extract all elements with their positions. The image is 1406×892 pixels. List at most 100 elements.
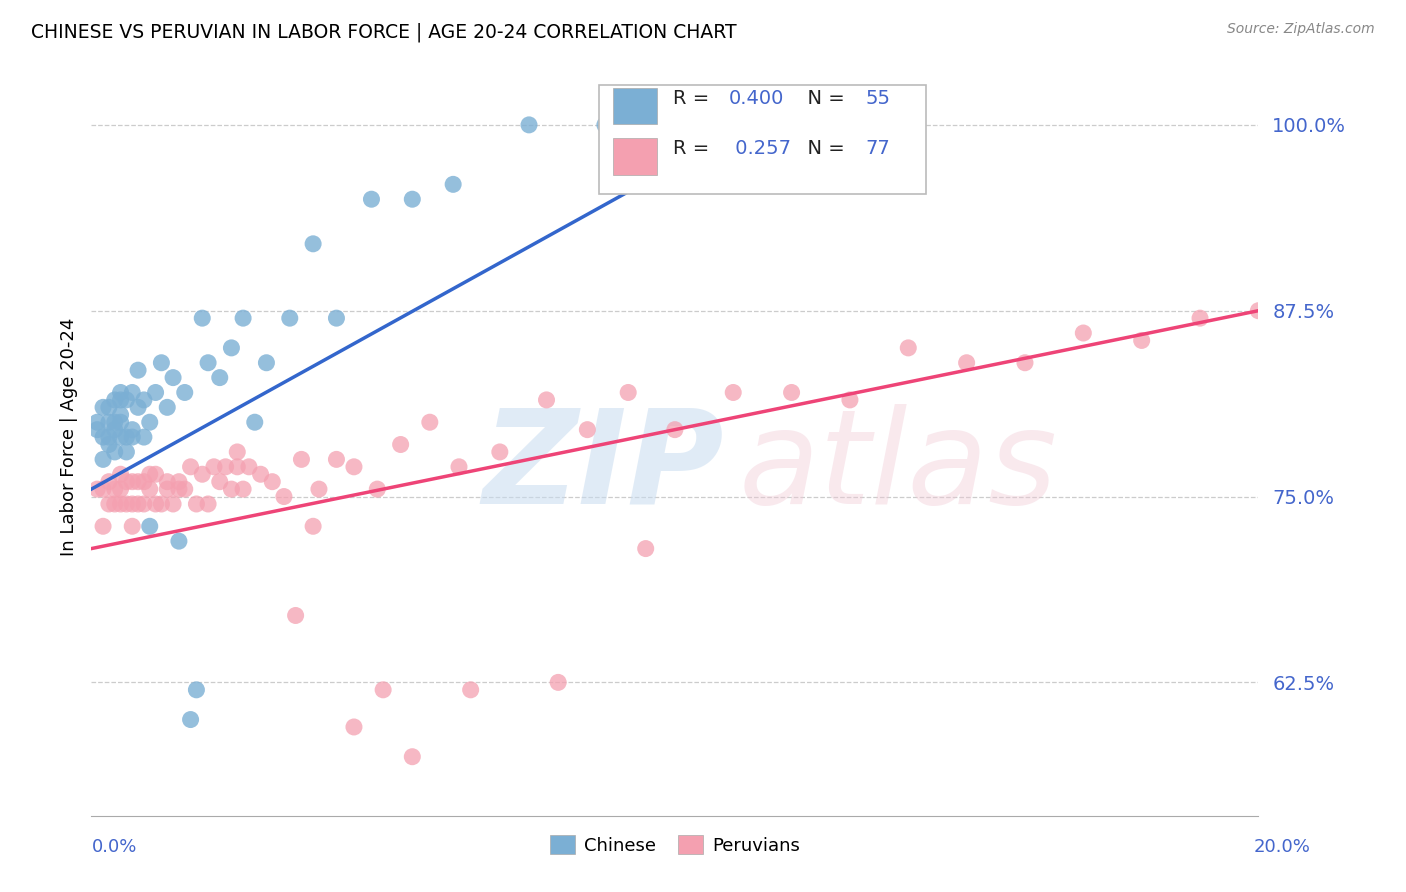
Text: R =: R = (672, 88, 716, 108)
Point (121, 497, 143, 511)
Point (226, 445, 249, 459)
Point (302, 236, 325, 251)
Point (278, 311, 301, 326)
Point (208, 475, 231, 489)
Point (91, 519, 114, 533)
Legend: Chinese, Peruvians: Chinese, Peruvians (543, 828, 807, 862)
Point (115, 497, 138, 511)
Point (232, 482, 254, 496)
Point (156, 401, 179, 415)
Point (110, 415, 132, 429)
Point (91, 401, 114, 415)
Point (366, 482, 388, 496)
Point (1073, 326, 1095, 340)
Point (97, 415, 120, 429)
Point (121, 385, 143, 400)
Point (138, 415, 162, 429)
Point (1130, 334, 1153, 348)
Point (156, 475, 179, 489)
Point (1014, 356, 1036, 370)
Point (127, 475, 149, 489)
Point (634, 541, 657, 556)
Point (284, 608, 307, 623)
Point (360, 192, 382, 206)
Point (441, 178, 464, 192)
Point (389, 437, 412, 451)
Point (325, 311, 347, 326)
Point (150, 497, 173, 511)
Point (1189, 311, 1212, 326)
Point (419, 415, 441, 429)
Point (273, 490, 295, 504)
Text: 0.0%: 0.0% (91, 838, 136, 856)
Point (897, 341, 920, 355)
Point (243, 415, 266, 429)
Point (121, 423, 143, 437)
Point (232, 311, 254, 326)
Point (186, 682, 208, 697)
Point (104, 497, 127, 511)
Point (127, 401, 149, 415)
Point (262, 475, 284, 489)
Point (104, 392, 127, 407)
Point (173, 385, 195, 400)
Point (132, 475, 155, 489)
Point (576, 423, 599, 437)
Point (115, 392, 138, 407)
Point (460, 682, 482, 697)
Point (593, 118, 616, 132)
Point (664, 423, 686, 437)
Point (197, 497, 219, 511)
Text: 0.257: 0.257 (728, 139, 790, 159)
Point (97, 497, 120, 511)
Point (86, 423, 108, 437)
Text: ZIP: ZIP (482, 404, 724, 531)
Point (652, 118, 675, 132)
Point (547, 675, 569, 690)
Point (110, 467, 132, 482)
Point (214, 459, 236, 474)
Text: N =: N = (794, 139, 851, 159)
Text: atlas: atlas (740, 404, 1057, 531)
Text: N =: N = (794, 88, 851, 108)
Point (221, 482, 243, 496)
Point (186, 497, 208, 511)
Point (167, 482, 190, 496)
Bar (613, 87, 658, 124)
Point (110, 430, 132, 444)
Point (838, 392, 860, 407)
Point (91, 430, 114, 444)
Point (536, 392, 558, 407)
Text: 55: 55 (865, 88, 890, 108)
Point (447, 459, 470, 474)
Point (132, 430, 155, 444)
Point (156, 482, 179, 496)
Point (517, 118, 540, 132)
Point (162, 497, 184, 511)
Point (132, 497, 155, 511)
Point (97, 437, 120, 451)
Point (121, 475, 143, 489)
Point (191, 311, 214, 326)
Point (162, 370, 184, 384)
Point (191, 467, 214, 482)
Point (343, 459, 366, 474)
Point (138, 467, 162, 482)
Text: 20.0%: 20.0% (1254, 838, 1310, 856)
Point (723, 385, 745, 400)
Point (780, 385, 803, 400)
Point (226, 459, 249, 474)
Text: 0.400: 0.400 (728, 88, 785, 108)
Point (249, 467, 271, 482)
Point (343, 720, 366, 734)
Point (91, 482, 114, 496)
FancyBboxPatch shape (599, 85, 925, 194)
Point (138, 519, 162, 533)
Point (150, 356, 173, 370)
Point (238, 459, 260, 474)
Text: 77: 77 (865, 139, 890, 159)
Point (104, 423, 127, 437)
Point (197, 356, 219, 370)
Point (489, 445, 512, 459)
Point (91, 452, 114, 467)
